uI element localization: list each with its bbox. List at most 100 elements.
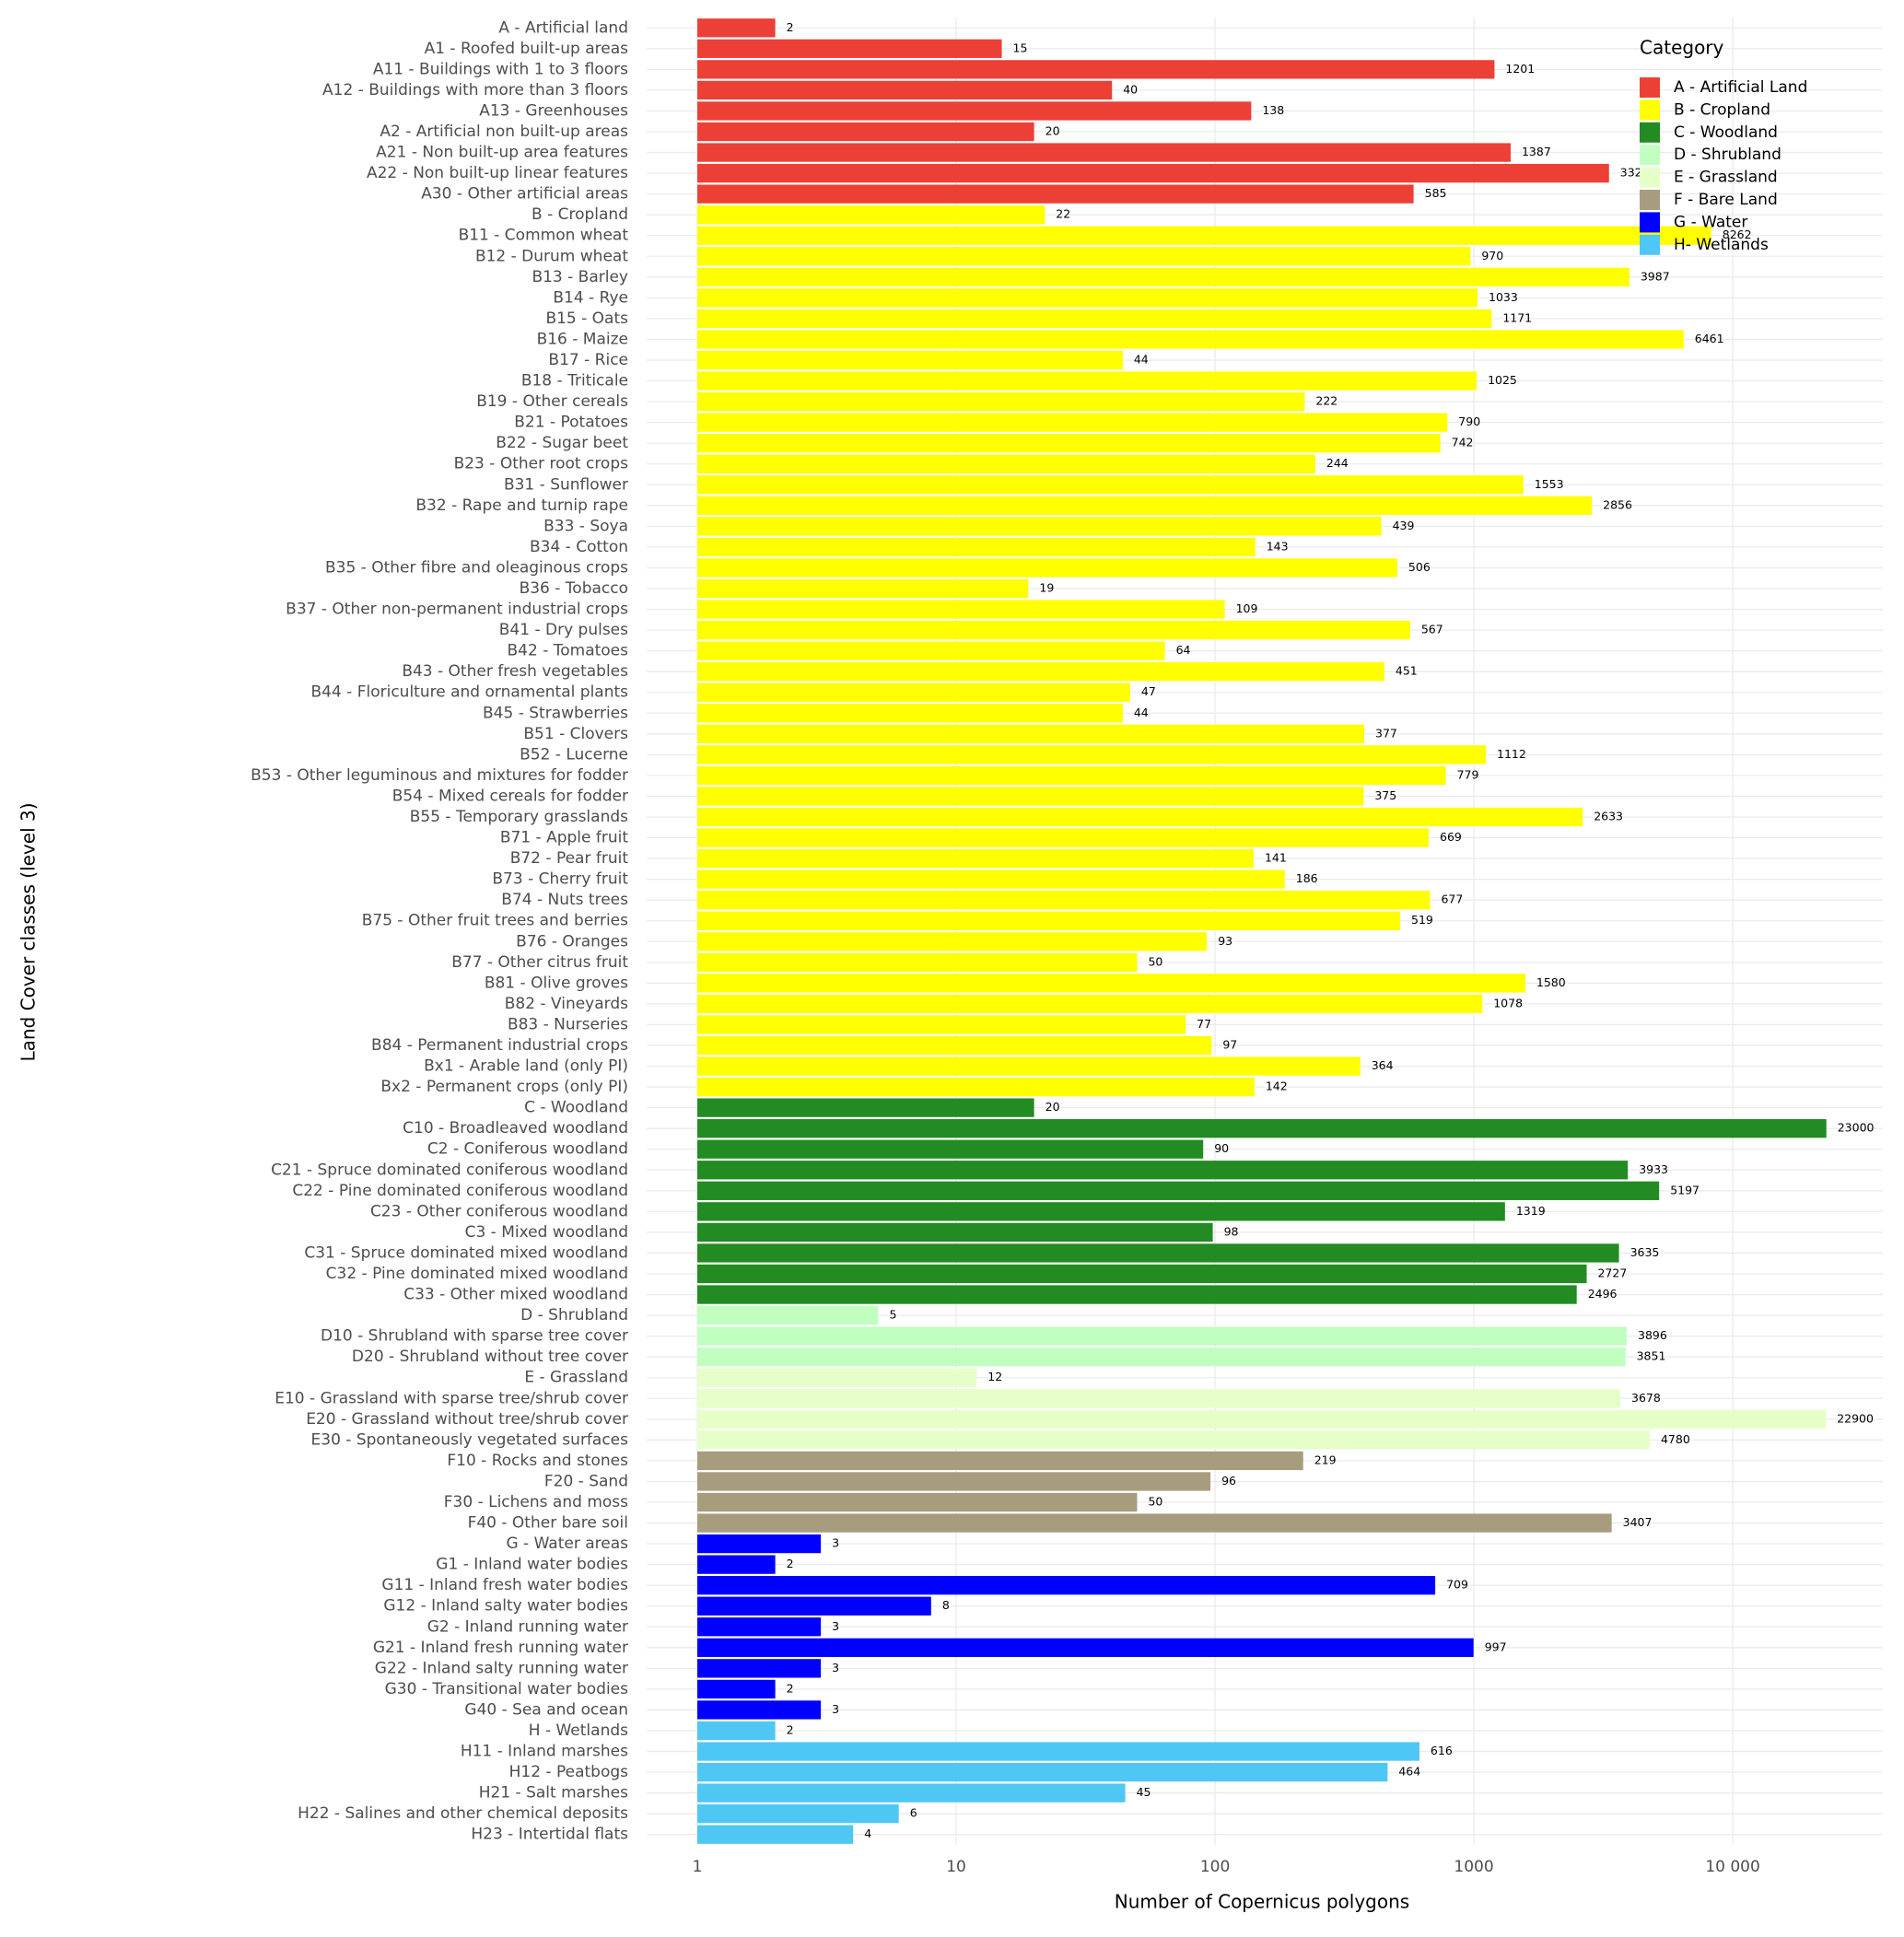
bar <box>697 18 776 38</box>
bar <box>697 848 1254 869</box>
bar <box>697 1056 1361 1076</box>
y-tick-label: G12 - Inland salty water bodies <box>383 1597 628 1616</box>
bar <box>697 1348 1626 1367</box>
y-tick-label: C10 - Broadleaved woodland <box>403 1119 628 1138</box>
value-label: 22900 <box>1837 1411 1874 1425</box>
y-tick-label: G22 - Inland salty running water <box>375 1659 628 1677</box>
bar <box>697 1555 776 1574</box>
y-tick-label: G2 - Inland running water <box>427 1617 628 1636</box>
y-tick-label: B37 - Other non-permanent industrial cro… <box>286 601 628 619</box>
y-tick-label: C - Woodland <box>524 1099 628 1117</box>
value-label: 186 <box>1296 871 1318 885</box>
bar <box>697 1513 1612 1533</box>
y-tick-label: B16 - Maize <box>537 330 628 348</box>
bar <box>697 80 1113 100</box>
bar <box>697 578 1029 599</box>
y-tick-label: B32 - Rape and turnip rape <box>415 496 628 515</box>
x-tick-label: 10 000 <box>1705 1858 1759 1876</box>
value-label: 3678 <box>1631 1391 1661 1405</box>
legend-key <box>1640 234 1660 255</box>
bar <box>697 1679 776 1699</box>
x-tick-label: 1 <box>693 1858 703 1876</box>
legend-label: H- Wetlands <box>1674 236 1769 254</box>
y-tick-label: D10 - Shrubland with sparse tree cover <box>321 1327 628 1346</box>
value-label: 451 <box>1396 664 1418 678</box>
bar <box>697 641 1165 660</box>
legend-label: A - Artificial Land <box>1674 78 1807 97</box>
x-tick-label: 1000 <box>1454 1858 1493 1876</box>
value-label: 77 <box>1197 1017 1211 1031</box>
y-tick-label: H21 - Salt marshes <box>479 1784 628 1803</box>
bar <box>697 787 1364 806</box>
y-tick-label: E10 - Grassland with sparse tree/shrub c… <box>275 1389 628 1407</box>
bar <box>697 1389 1621 1408</box>
y-tick-label: B21 - Potatoes <box>514 414 628 432</box>
value-label: 22 <box>1056 207 1070 221</box>
value-label: 40 <box>1123 82 1138 96</box>
y-tick-label: B31 - Sunflower <box>504 475 628 494</box>
value-label: 4780 <box>1661 1432 1690 1446</box>
y-tick-label: E20 - Grassland without tree/shrub cover <box>306 1410 628 1429</box>
bar <box>697 994 1483 1014</box>
y-tick-label: G40 - Sea and ocean <box>464 1700 628 1719</box>
value-label: 506 <box>1408 560 1431 574</box>
value-label: 47 <box>1141 684 1156 698</box>
bar <box>697 391 1305 412</box>
value-label: 6 <box>910 1806 917 1820</box>
bar <box>697 1430 1650 1450</box>
value-label: 2633 <box>1594 810 1623 823</box>
bar <box>697 350 1123 370</box>
legend-label: B - Cropland <box>1674 100 1770 119</box>
bar <box>697 1659 822 1678</box>
value-label: 616 <box>1431 1744 1453 1757</box>
y-tick-label: B41 - Dry pulses <box>499 621 628 639</box>
value-label: 3933 <box>1639 1162 1668 1176</box>
value-label: 97 <box>1222 1038 1237 1052</box>
y-tick-label: B84 - Permanent industrial crops <box>371 1036 628 1055</box>
bar <box>697 101 1252 121</box>
y-tick-label: Bx1 - Arable land (only PI) <box>424 1057 628 1076</box>
bar <box>697 1742 1419 1761</box>
bar <box>697 1700 822 1720</box>
value-label: 64 <box>1176 643 1191 657</box>
y-tick-label: C2 - Coniferous woodland <box>427 1140 628 1159</box>
y-tick-label: B75 - Other fruit trees and berries <box>362 912 628 930</box>
legend-key <box>1640 190 1660 210</box>
bar <box>697 247 1471 266</box>
bar <box>697 1721 776 1741</box>
bar <box>697 309 1492 329</box>
value-label: 567 <box>1421 623 1443 636</box>
y-tick-label: H22 - Salines and other chemical deposit… <box>298 1804 628 1823</box>
bar <box>697 1804 899 1824</box>
legend-label: G - Water <box>1674 213 1747 231</box>
y-tick-label: B36 - Tobacco <box>520 579 628 598</box>
y-tick-label: B55 - Temporary grasslands <box>410 808 628 826</box>
bar <box>697 1098 1034 1117</box>
y-tick-label: Bx2 - Permanent crops (only PI) <box>380 1078 628 1096</box>
bar <box>697 330 1684 349</box>
value-label: 1319 <box>1516 1204 1546 1218</box>
y-tick-label: G - Water areas <box>506 1534 628 1553</box>
bar <box>697 1119 1827 1138</box>
bar <box>697 1576 1436 1595</box>
value-label: 375 <box>1374 788 1396 802</box>
value-label: 90 <box>1214 1141 1229 1155</box>
legend-key <box>1640 77 1660 98</box>
value-label: 2856 <box>1603 497 1632 511</box>
x-tick-label: 100 <box>1200 1858 1230 1876</box>
bar <box>697 143 1511 162</box>
y-tick-label: B11 - Common wheat <box>459 227 629 245</box>
value-label: 2727 <box>1597 1266 1627 1280</box>
y-tick-label: C33 - Other mixed woodland <box>403 1286 628 1304</box>
bar <box>697 1035 1212 1056</box>
bar <box>697 60 1495 79</box>
value-label: 15 <box>1013 41 1028 54</box>
value-label: 1387 <box>1522 145 1551 158</box>
value-label: 6461 <box>1695 332 1724 345</box>
bar <box>697 517 1382 536</box>
bar <box>697 1492 1138 1512</box>
value-label: 8 <box>942 1598 950 1612</box>
bar <box>697 1181 1660 1200</box>
y-tick-label: C32 - Pine dominated mixed woodland <box>326 1265 628 1283</box>
bar <box>697 1243 1619 1263</box>
